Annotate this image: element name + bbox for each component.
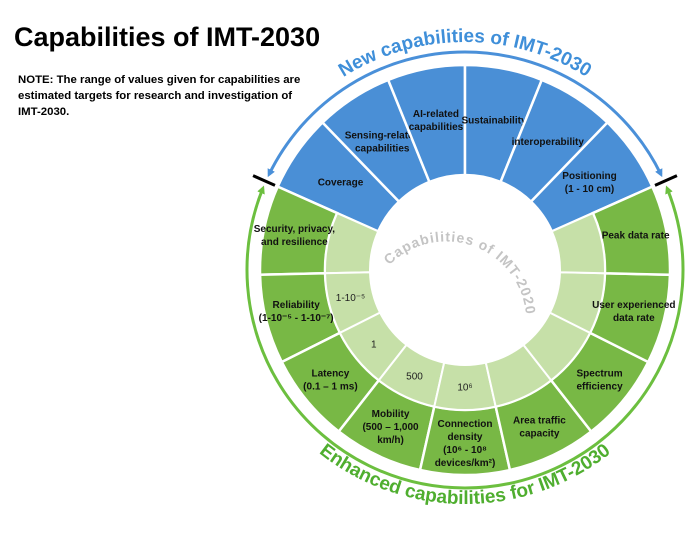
segment-label: interoperability — [512, 137, 585, 148]
segment-label: Sustainability — [461, 115, 526, 126]
segment-label: Sensing-related capabilities — [345, 131, 420, 155]
center-label: Capabilities of IMT-2020 — [380, 228, 539, 315]
label-line: Reliability — [273, 300, 321, 311]
label-line: (1-10⁻⁵ - 1-10⁻⁷) — [259, 313, 334, 324]
label-line: User experienced — [592, 300, 675, 311]
label-line: capabilities — [409, 122, 464, 133]
label-line: data rate — [613, 313, 655, 324]
label-line: devices/km²) — [435, 458, 496, 469]
label-line: Latency — [312, 368, 350, 379]
enhanced-inner-segment — [324, 271, 382, 335]
segment-label: Reliability (1-10⁻⁵ - 1-10⁻⁷) — [259, 300, 334, 324]
imt2020-value: 1-10⁻⁵ — [336, 293, 365, 304]
enhanced-inner-segment — [548, 271, 606, 335]
imt2020-value: 10⁶ — [457, 383, 472, 394]
enhanced-arc-arrow — [245, 185, 466, 490]
segment-label: Positioning (1 - 10 cm) — [562, 171, 616, 195]
label-line: (0.1 – 1 ms) — [303, 381, 357, 392]
label-line: capacity — [519, 428, 559, 439]
segment-label: Area traffic capacity — [513, 415, 566, 439]
label-line: density — [447, 432, 482, 443]
label-line: Sensing-related — [345, 131, 420, 142]
enhanced-inner-segment — [522, 311, 592, 382]
title: Capabilities of IMT-2030 — [14, 22, 321, 52]
label-line: (10⁶ - 10⁸ — [443, 445, 487, 456]
enhanced-inner-segment — [550, 211, 606, 275]
imt2020-value: 500 — [406, 371, 423, 382]
enhanced-inner-segment — [338, 311, 408, 382]
label-line: Connection — [438, 419, 493, 430]
segment-label: Connection density (10⁶ - 10⁸ devices/km²) — [435, 419, 496, 469]
segment-label: Mobility (500 – 1,000 km/h) — [362, 409, 419, 446]
center-label-path: Capabilities of IMT-2020 — [380, 228, 538, 315]
note: NOTE: The range of values given for capa… — [18, 74, 301, 118]
label-line: and resilience — [261, 237, 328, 248]
segment-label: Security, privacy, and resilience — [254, 224, 336, 248]
imt2020-value: 1 — [371, 339, 377, 350]
label-line: Peak data rate — [602, 230, 670, 241]
segment-label: Peak data rate — [602, 230, 670, 241]
divider-tick — [252, 174, 276, 187]
segment-label: Spectrum efficiency — [577, 368, 624, 392]
new-arc-arrow — [464, 50, 663, 178]
segment-label: AI-related capabilities — [409, 109, 464, 133]
segment-label: User experienced data rate — [592, 300, 675, 324]
label-line: (500 – 1,000 — [362, 422, 419, 433]
label-line: interoperability — [512, 137, 585, 148]
label-line: Spectrum — [577, 368, 623, 379]
enhanced-inner-segment — [377, 343, 446, 408]
enhanced-arc-arrow — [464, 185, 685, 490]
label-line: (1 - 10 cm) — [565, 184, 614, 195]
segment-label: Latency (0.1 – 1 ms) — [303, 368, 357, 392]
enhanced-inner-segment — [324, 211, 380, 275]
new-arc-arrow — [267, 50, 466, 178]
label-line: Coverage — [318, 177, 364, 188]
label-line: Area traffic — [513, 415, 566, 426]
segment-label: Coverage — [318, 177, 364, 188]
label-line: Positioning — [562, 171, 616, 182]
label-line: AI-related — [413, 109, 459, 120]
label-line: efficiency — [577, 381, 624, 392]
divider-tick — [654, 174, 678, 187]
label-line: Sustainability — [461, 115, 526, 126]
enhanced-inner-segment — [433, 361, 497, 411]
label-line: capabilities — [355, 144, 410, 155]
label-line: km/h) — [377, 435, 404, 446]
label-line: Security, privacy, — [254, 224, 336, 235]
label-line: Mobility — [372, 409, 410, 420]
